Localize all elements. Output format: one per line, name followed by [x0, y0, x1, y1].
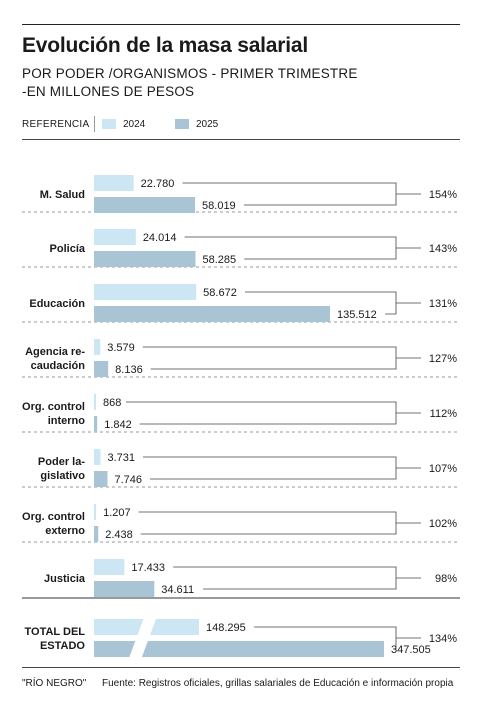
chart-subtitle-line2: -EN MILLONES DE PESOS	[22, 84, 195, 99]
chart-subtitle-line1: POR PODER /ORGANISMOS - PRIMER TRIMESTRE	[22, 66, 358, 81]
value-label-2025: 1.842	[104, 419, 132, 431]
value-label-2025: 135.512	[337, 309, 377, 321]
category-label: Educación	[29, 298, 85, 310]
comparison-bracket	[173, 566, 397, 590]
change-label: 98%	[435, 573, 457, 585]
value-label-2024: 148.295	[206, 622, 246, 634]
source-note: Fuente: Registros oficiales, grillas sal…	[102, 678, 454, 689]
bar-2024	[94, 394, 96, 410]
value-label-2025: 347.505	[391, 644, 431, 656]
category-label: Agencia re-	[25, 346, 85, 358]
value-label-2024: 17.433	[131, 562, 165, 574]
legend-swatch-2024	[102, 119, 116, 129]
change-label: 143%	[429, 243, 457, 255]
legend-swatch-2025	[175, 119, 189, 129]
source-credit: "RÍO NEGRO"	[22, 678, 87, 689]
comparison-bracket	[138, 511, 397, 535]
value-label-2024: 3.579	[107, 342, 135, 354]
comparison-bracket	[142, 456, 397, 480]
bar-2025	[94, 641, 384, 657]
bar-2024	[94, 449, 101, 465]
legend-label-2024: 2024	[123, 119, 146, 130]
legend-divider	[94, 116, 95, 132]
category-label: externo	[45, 525, 85, 537]
bar-2025	[94, 471, 108, 487]
comparison-bracket	[125, 401, 397, 425]
change-label: 154%	[429, 189, 457, 201]
value-label-2025: 58.019	[202, 200, 236, 212]
category-label: caudación	[31, 360, 86, 372]
category-label: Org. control	[22, 511, 85, 523]
bar-2025	[94, 416, 98, 432]
category-label: TOTAL DEL	[25, 626, 86, 638]
value-label-2024: 1.207	[103, 507, 131, 519]
value-label-2025: 34.611	[161, 584, 194, 596]
value-label-2024: 868	[103, 397, 121, 409]
change-label: 127%	[429, 353, 457, 365]
value-label-2025: 8.136	[115, 364, 143, 376]
category-label: Org. control	[22, 401, 85, 413]
bar-2025	[94, 526, 99, 542]
footer-rule	[22, 667, 460, 668]
legend-title: REFERENCIA	[22, 119, 90, 130]
category-label: ESTADO	[40, 640, 85, 652]
bar-2024	[94, 339, 101, 355]
bar-2025	[94, 251, 196, 267]
category-label: gislativo	[40, 470, 85, 482]
value-label-2024: 24.014	[143, 232, 177, 244]
change-label: 112%	[430, 408, 458, 420]
change-label: 134%	[429, 633, 457, 645]
bar-2024	[94, 229, 136, 245]
bar-2024	[94, 559, 125, 575]
change-label: 107%	[429, 463, 457, 475]
bar-2024	[94, 175, 134, 191]
value-label-2025: 2.438	[105, 529, 133, 541]
axis-break-gap	[124, 619, 156, 673]
value-label-2025: 7.746	[114, 474, 142, 486]
header-rule	[22, 139, 460, 140]
category-label: Policía	[50, 243, 86, 255]
value-label-2024: 22.780	[141, 178, 175, 190]
bar-2024	[94, 504, 97, 520]
comparison-bracket	[142, 346, 397, 370]
bar-2024	[94, 284, 197, 300]
category-label: M. Salud	[40, 189, 85, 201]
change-label: 131%	[429, 298, 457, 310]
category-label: Justicia	[44, 573, 86, 585]
bar-2025	[94, 361, 109, 377]
value-label-2024: 3.731	[107, 452, 135, 464]
legend-label-2025: 2025	[196, 119, 219, 130]
value-label-2025: 58.285	[203, 254, 237, 266]
top-rule	[22, 24, 460, 25]
bar-2025	[94, 306, 330, 322]
category-label: Poder la-	[38, 456, 85, 468]
bar-2025	[94, 581, 155, 597]
axis-break-mark	[123, 618, 145, 674]
value-label-2024: 58.672	[203, 287, 237, 299]
change-label: 102%	[429, 518, 457, 530]
category-label: interno	[48, 415, 86, 427]
chart-title: Evolución de la masa salarial	[22, 34, 309, 57]
bar-2025	[94, 197, 196, 213]
